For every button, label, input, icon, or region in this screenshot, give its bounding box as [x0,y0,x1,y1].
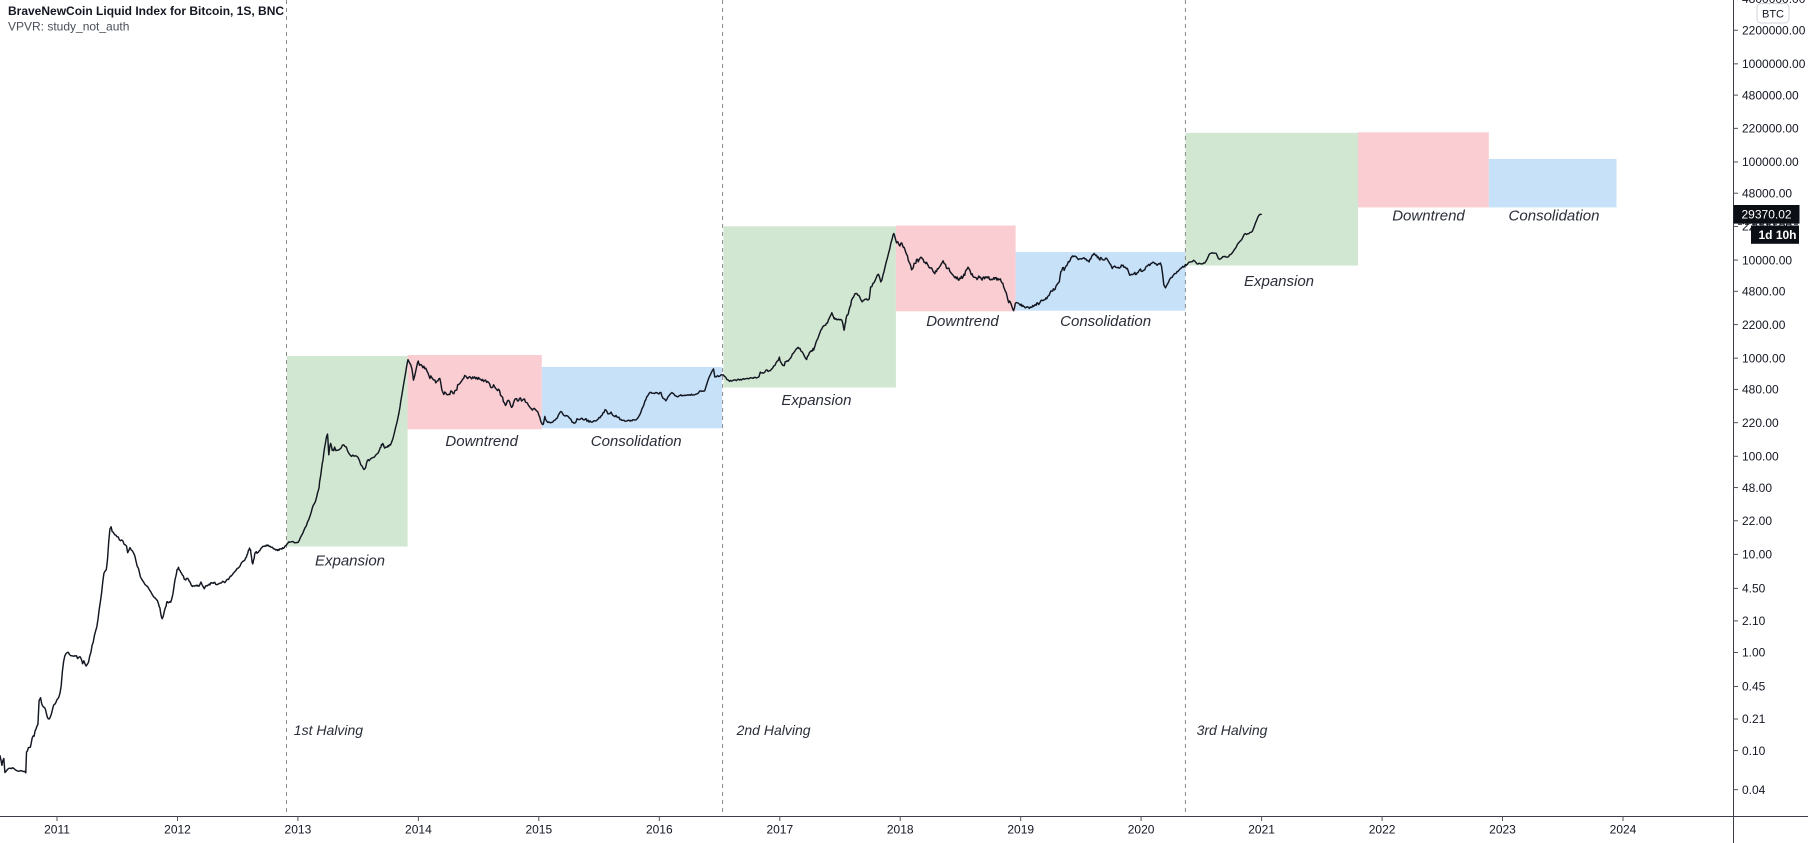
svg-text:4800.00: 4800.00 [1742,285,1786,299]
svg-text:3rd Halving: 3rd Halving [1197,722,1268,738]
svg-text:2014: 2014 [405,823,432,837]
svg-text:2016: 2016 [646,823,673,837]
svg-text:48000.00: 48000.00 [1742,186,1792,200]
svg-text:2021: 2021 [1248,823,1275,837]
svg-text:BraveNewCoin Liquid Index for: BraveNewCoin Liquid Index for Bitcoin, 1… [8,4,284,18]
svg-text:2018: 2018 [887,823,914,837]
svg-text:10.00: 10.00 [1742,548,1772,562]
svg-text:2200000.00: 2200000.00 [1742,23,1806,37]
svg-text:0.45: 0.45 [1742,680,1766,694]
svg-text:22.00: 22.00 [1742,514,1772,528]
svg-text:1st Halving: 1st Halving [294,722,363,738]
svg-text:2023: 2023 [1489,823,1516,837]
svg-text:2200.00: 2200.00 [1742,318,1786,332]
svg-text:Consolidation: Consolidation [1509,208,1600,225]
svg-text:2017: 2017 [766,823,793,837]
svg-text:220000.00: 220000.00 [1742,122,1799,136]
svg-text:Downtrend: Downtrend [445,433,518,450]
svg-text:BTC: BTC [1762,9,1784,21]
svg-text:0.04: 0.04 [1742,783,1766,797]
svg-text:0.21: 0.21 [1742,712,1766,726]
svg-text:Expansion: Expansion [315,553,385,570]
svg-text:VPVR: study_not_auth: VPVR: study_not_auth [8,20,129,34]
svg-text:Downtrend: Downtrend [926,313,999,330]
svg-text:1000.00: 1000.00 [1742,351,1786,365]
svg-text:Expansion: Expansion [1244,273,1314,290]
svg-text:1.00: 1.00 [1742,646,1766,660]
svg-text:10000.00: 10000.00 [1742,253,1792,267]
svg-text:Expansion: Expansion [781,392,851,409]
svg-text:2nd Halving: 2nd Halving [736,722,811,738]
svg-text:4.50: 4.50 [1742,582,1766,596]
svg-text:2022: 2022 [1369,823,1396,837]
svg-text:2012: 2012 [164,823,191,837]
svg-text:1d 10h: 1d 10h [1759,228,1797,242]
svg-text:2011: 2011 [44,823,70,837]
svg-text:2019: 2019 [1007,823,1034,837]
svg-text:1000000.00: 1000000.00 [1742,57,1806,71]
svg-text:2020: 2020 [1128,823,1155,837]
svg-text:480.00: 480.00 [1742,383,1779,397]
svg-text:0.10: 0.10 [1742,744,1766,758]
svg-text:Consolidation: Consolidation [1060,313,1151,330]
svg-text:29370.02: 29370.02 [1742,208,1792,222]
svg-text:100000.00: 100000.00 [1742,155,1799,169]
svg-text:Downtrend: Downtrend [1392,208,1465,225]
svg-text:48.00: 48.00 [1742,481,1772,495]
svg-text:100.00: 100.00 [1742,449,1779,463]
svg-text:220.00: 220.00 [1742,416,1779,430]
svg-text:Consolidation: Consolidation [591,433,682,450]
svg-text:2.10: 2.10 [1742,614,1766,628]
svg-text:2024: 2024 [1610,823,1637,837]
svg-text:480000.00: 480000.00 [1742,88,1799,102]
svg-text:2015: 2015 [525,823,552,837]
svg-text:2013: 2013 [285,823,312,837]
